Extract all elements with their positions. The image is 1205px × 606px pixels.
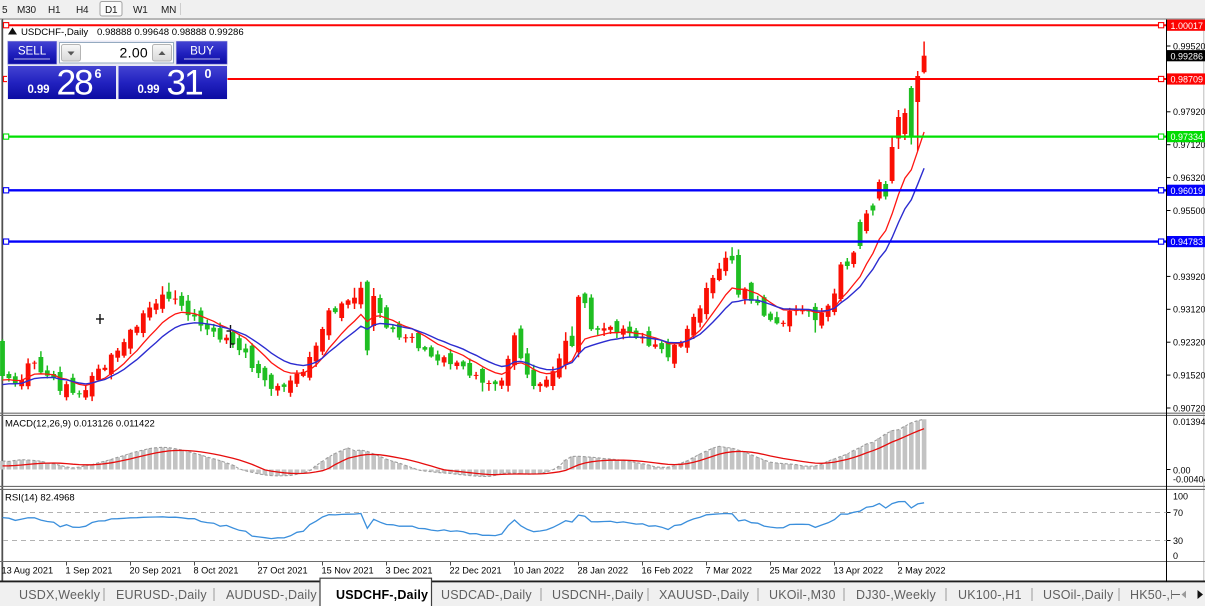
svg-text:0.91520: 0.91520: [1173, 371, 1205, 381]
svg-text:0.99: 0.99: [138, 84, 160, 96]
svg-text:25 Mar 2022: 25 Mar 2022: [770, 566, 822, 576]
svg-text:UKOil-,M30: UKOil-,M30: [769, 588, 836, 602]
svg-text:1.00017: 1.00017: [1171, 21, 1204, 31]
svg-text:100: 100: [1173, 491, 1188, 501]
svg-text:0.96320: 0.96320: [1173, 173, 1205, 183]
svg-text:EURUSD-,Daily: EURUSD-,Daily: [116, 588, 207, 602]
svg-text:2.00: 2.00: [120, 45, 148, 61]
svg-text:8 Oct 2021: 8 Oct 2021: [194, 566, 239, 576]
svg-text:0.94783: 0.94783: [1171, 237, 1204, 247]
svg-text:USOil-,Daily: USOil-,Daily: [1043, 588, 1114, 602]
svg-text:AUDUSD-,Daily: AUDUSD-,Daily: [226, 588, 317, 602]
svg-text:0.97920: 0.97920: [1173, 107, 1205, 117]
svg-text:0.01394: 0.01394: [1173, 417, 1205, 427]
svg-text:13 Aug 2021: 13 Aug 2021: [2, 566, 54, 576]
svg-text:USDX,Weekly: USDX,Weekly: [19, 588, 101, 602]
svg-text:0.93920: 0.93920: [1173, 272, 1205, 282]
svg-text:USDCNH-,Daily: USDCNH-,Daily: [552, 588, 644, 602]
svg-text:H4: H4: [76, 5, 89, 16]
svg-text:0.93120: 0.93120: [1173, 305, 1205, 315]
svg-text:0: 0: [205, 67, 212, 81]
svg-text:0.97120: 0.97120: [1173, 140, 1205, 150]
svg-text:31: 31: [167, 62, 204, 102]
svg-text:3 Dec 2021: 3 Dec 2021: [386, 566, 433, 576]
svg-text:W1: W1: [133, 5, 148, 16]
svg-text:RSI(14) 82.4968: RSI(14) 82.4968: [5, 493, 75, 504]
svg-text:0.96019: 0.96019: [1171, 186, 1204, 196]
svg-text:16 Feb 2022: 16 Feb 2022: [642, 566, 694, 576]
svg-text:0.99: 0.99: [28, 84, 50, 96]
svg-text:6: 6: [95, 67, 102, 81]
svg-text:USDCAD-,Daily: USDCAD-,Daily: [441, 588, 532, 602]
svg-text:D1: D1: [105, 5, 118, 16]
svg-text:0.99520: 0.99520: [1173, 41, 1205, 51]
svg-text:2 May 2022: 2 May 2022: [898, 566, 946, 576]
svg-text:SELL: SELL: [18, 45, 47, 58]
svg-text:0.90720: 0.90720: [1173, 403, 1205, 413]
svg-text:5: 5: [2, 5, 8, 16]
svg-text:13 Apr 2022: 13 Apr 2022: [834, 566, 884, 576]
svg-text:15 Nov 2021: 15 Nov 2021: [322, 566, 374, 576]
svg-text:0.97334: 0.97334: [1171, 132, 1204, 142]
svg-text:0: 0: [1173, 551, 1178, 561]
svg-text:0.00: 0.00: [1173, 466, 1191, 476]
svg-text:1 Sep 2021: 1 Sep 2021: [66, 566, 113, 576]
svg-text:0.92320: 0.92320: [1173, 338, 1205, 348]
svg-text:XAUUSD-,Daily: XAUUSD-,Daily: [659, 588, 750, 602]
svg-text:30: 30: [1173, 536, 1183, 546]
svg-text:0.95500: 0.95500: [1173, 206, 1205, 216]
svg-text:DJ30-,Weekly: DJ30-,Weekly: [856, 588, 937, 602]
svg-text:UK100-,H1: UK100-,H1: [958, 588, 1022, 602]
svg-text:28 Jan 2022: 28 Jan 2022: [578, 566, 629, 576]
svg-text:7 Mar 2022: 7 Mar 2022: [706, 566, 752, 576]
svg-text:28: 28: [57, 62, 94, 102]
svg-text:20 Sep 2021: 20 Sep 2021: [130, 566, 182, 576]
svg-text:22 Dec 2021: 22 Dec 2021: [450, 566, 502, 576]
svg-text:HK50-,⊢: HK50-,⊢: [1130, 588, 1181, 602]
svg-text:0.99286: 0.99286: [1171, 51, 1204, 61]
svg-text:BUY: BUY: [190, 45, 214, 58]
svg-text:M30: M30: [17, 5, 36, 16]
svg-text:USDCHF-,Daily: USDCHF-,Daily: [336, 588, 428, 602]
svg-text:-0.00404: -0.00404: [1173, 475, 1205, 485]
svg-text:H1: H1: [48, 5, 61, 16]
svg-text:MACD(12,26,9) 0.013126 0.01142: MACD(12,26,9) 0.013126 0.011422: [5, 419, 155, 430]
svg-text:27 Oct 2021: 27 Oct 2021: [258, 566, 308, 576]
svg-text:10 Jan 2022: 10 Jan 2022: [514, 566, 565, 576]
svg-text:70: 70: [1173, 508, 1183, 518]
svg-text:MN: MN: [161, 5, 176, 16]
svg-text:0.98709: 0.98709: [1171, 75, 1204, 85]
